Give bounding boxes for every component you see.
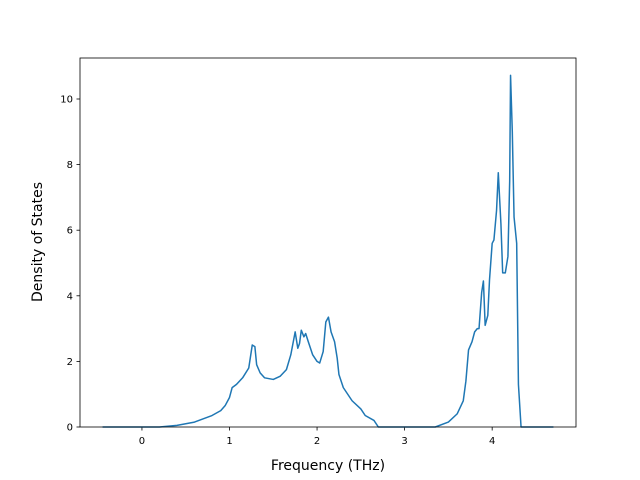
x-tick-label: 2 — [314, 436, 320, 447]
x-tick-label: 4 — [489, 436, 495, 447]
y-tick-label: 6 — [67, 226, 73, 237]
y-tick-label: 8 — [67, 160, 73, 171]
x-tick-label: 1 — [226, 436, 232, 447]
y-tick-label: 2 — [67, 357, 73, 368]
y-axis-label: Density of States — [30, 182, 46, 302]
plot-frame — [79, 57, 577, 428]
x-tick-label: 0 — [139, 436, 145, 447]
x-axis-label: Frequency (THz) — [271, 458, 385, 474]
y-tick-label: 10 — [60, 95, 73, 106]
y-tick-label: 4 — [67, 291, 73, 302]
y-tick-label: 0 — [67, 423, 73, 434]
line-series — [102, 74, 554, 428]
x-tick-label: 3 — [401, 436, 407, 447]
